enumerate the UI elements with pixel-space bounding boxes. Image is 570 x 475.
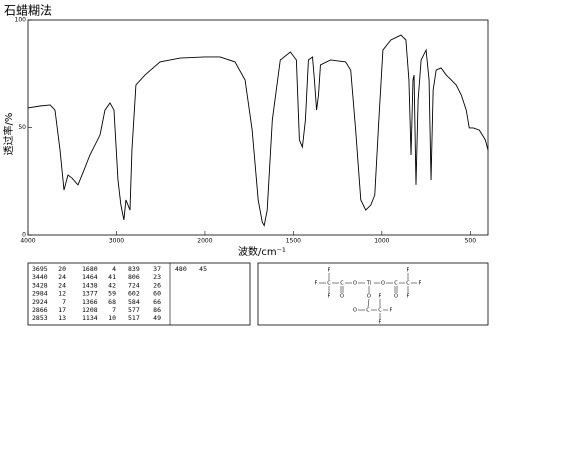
atom-label: O [353, 281, 357, 287]
peak-transmittance: 86 [153, 306, 161, 314]
peak-transmittance: 23 [153, 273, 161, 281]
peak-transmittance: 37 [153, 265, 161, 273]
peak-transmittance: 10 [108, 314, 116, 322]
peak-transmittance: 7 [112, 306, 116, 314]
peak-transmittance: 41 [108, 273, 116, 281]
peak-wavenumber: 2924 [32, 298, 48, 306]
x-tick-label: 1000 [374, 238, 389, 245]
atom-label: Tl [366, 281, 371, 287]
atom-label: F [407, 294, 410, 300]
peak-wavenumber: 2984 [32, 290, 48, 298]
peak-wavenumber: 2853 [32, 314, 48, 322]
peak-wavenumber: 806 [128, 273, 140, 281]
atom-label: C [394, 281, 398, 287]
peak-wavenumber: 724 [128, 281, 140, 289]
x-tick-label: 4000 [20, 238, 35, 245]
atom-label: F [328, 294, 331, 300]
peak-wavenumber: 1377 [82, 290, 98, 298]
atom-label: F [407, 268, 410, 274]
x-tick-label: 2000 [197, 238, 212, 245]
peak-wavenumber: 3428 [32, 281, 48, 289]
y-tick-label: 100 [15, 17, 27, 24]
peak-wavenumber: 1208 [82, 306, 98, 314]
atom-label: F [419, 281, 422, 287]
peak-table-box [27, 262, 251, 326]
atom-label: C [406, 281, 410, 287]
peak-wavenumber: 2866 [32, 306, 48, 314]
peak-wavenumber: 1438 [82, 281, 98, 289]
peak-transmittance: 68 [108, 298, 116, 306]
peak-transmittance: 45 [199, 265, 207, 273]
peak-transmittance: 7 [62, 298, 66, 306]
x-axis-label: 波数/cm⁻¹ [238, 245, 286, 258]
atom-label: F [379, 320, 382, 326]
peak-wavenumber: 3440 [32, 273, 48, 281]
peak-wavenumber: 839 [128, 265, 140, 273]
x-tick-label: 3000 [109, 238, 124, 245]
peak-wavenumber: 1134 [82, 314, 98, 322]
spectrum-line [27, 34, 489, 227]
peak-wavenumber: 1366 [82, 298, 98, 306]
peak-wavenumber: 1680 [82, 265, 98, 273]
peak-transmittance: 4 [112, 265, 116, 273]
peak-wavenumber: 602 [128, 290, 140, 298]
atom-label: F [390, 308, 393, 314]
y-tick-label: 0 [22, 232, 26, 239]
atom-label: C [378, 308, 382, 314]
chart-title: 石蜡糊法 [4, 3, 52, 18]
atom-label: F [379, 294, 382, 300]
x-tick-label: 500 [465, 238, 477, 245]
peak-transmittance: 24 [58, 273, 66, 281]
peak-wavenumber: 1464 [82, 273, 98, 281]
peak-wavenumber: 3695 [32, 265, 48, 273]
peak-wavenumber: 584 [128, 298, 140, 306]
peak-transmittance: 17 [58, 306, 66, 314]
atom-label: C [366, 308, 370, 314]
bonds [319, 273, 417, 319]
peak-transmittance: 24 [58, 281, 66, 289]
structure-box [257, 262, 489, 326]
peak-transmittance: 42 [108, 281, 116, 289]
atom-label: O [381, 281, 385, 287]
y-tick-label: 50 [18, 124, 26, 131]
peak-transmittance: 66 [153, 298, 161, 306]
x-tick-label: 1500 [286, 238, 301, 245]
peak-transmittance: 60 [153, 290, 161, 298]
atom-label: O [394, 294, 398, 300]
peak-wavenumber: 577 [128, 306, 140, 314]
atom-label: O [340, 294, 344, 300]
atom-label: F [328, 268, 331, 274]
peak-transmittance: 26 [153, 281, 161, 289]
peak-transmittance: 49 [153, 314, 161, 322]
atom-label: F [315, 281, 318, 287]
atom-label: O [353, 308, 357, 314]
peak-wavenumber: 480 [175, 265, 187, 273]
peak-wavenumber: 517 [128, 314, 140, 322]
peak-transmittance: 13 [58, 314, 66, 322]
plot-frame [27, 19, 489, 236]
atom-label: O [367, 294, 371, 300]
peak-transmittance: 59 [108, 290, 116, 298]
peak-transmittance: 20 [58, 265, 66, 273]
y-axis-label: 透过率/% [2, 113, 15, 156]
atom-label: C [340, 281, 344, 287]
atom-label: C [327, 281, 331, 287]
peak-transmittance: 12 [58, 290, 66, 298]
